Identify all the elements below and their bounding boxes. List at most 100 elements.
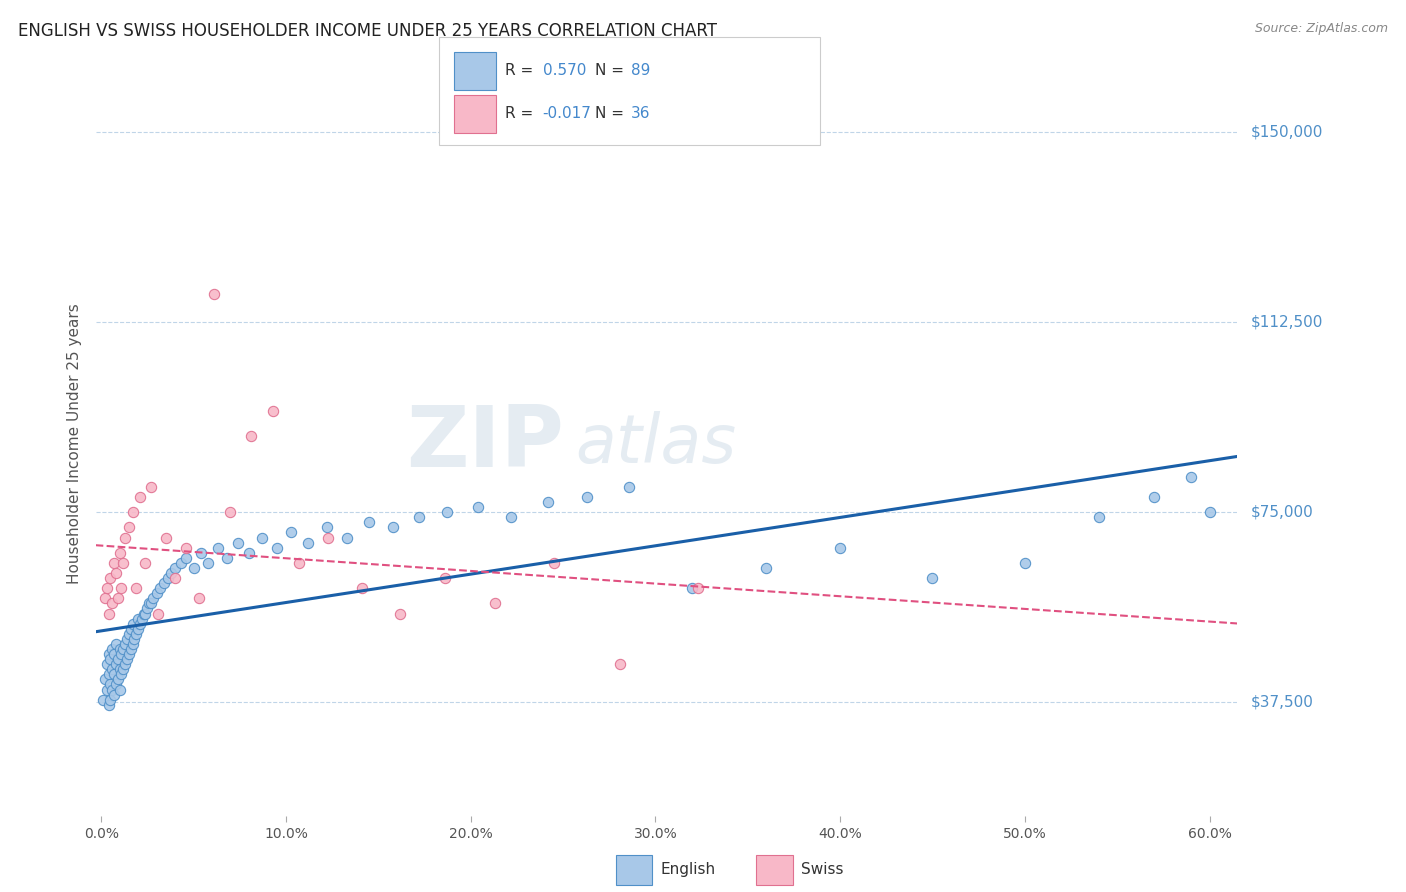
Point xyxy=(190,546,212,560)
Point xyxy=(921,571,943,585)
Text: $112,500: $112,500 xyxy=(1251,315,1323,330)
Text: Swiss: Swiss xyxy=(801,863,844,877)
Point xyxy=(120,642,142,657)
Point xyxy=(1014,556,1036,570)
Point xyxy=(120,622,142,636)
Point xyxy=(104,566,127,580)
Point xyxy=(103,667,125,681)
Text: N =: N = xyxy=(595,106,628,121)
Point xyxy=(174,550,197,565)
Text: 36: 36 xyxy=(631,106,651,121)
Point xyxy=(138,596,160,610)
Point xyxy=(104,677,127,691)
Text: R =: R = xyxy=(505,63,538,78)
Point xyxy=(129,490,152,504)
Point xyxy=(1198,505,1220,519)
Point xyxy=(830,541,852,555)
Point xyxy=(134,556,156,570)
Point xyxy=(121,505,143,519)
Point xyxy=(280,525,302,540)
Point xyxy=(107,591,129,606)
Point xyxy=(250,531,273,545)
Point xyxy=(125,581,148,595)
Point xyxy=(112,556,135,570)
Point xyxy=(215,550,238,565)
Point xyxy=(121,616,143,631)
Point xyxy=(114,531,136,545)
Point xyxy=(94,591,117,606)
Point xyxy=(315,520,337,534)
Point xyxy=(153,576,176,591)
Point xyxy=(619,480,641,494)
Text: English: English xyxy=(661,863,716,877)
Point xyxy=(114,637,136,651)
Point xyxy=(336,531,359,545)
Point xyxy=(118,647,141,661)
Text: $37,500: $37,500 xyxy=(1251,695,1315,710)
Point xyxy=(134,607,156,621)
Point xyxy=(103,647,125,661)
Point xyxy=(163,561,186,575)
Point xyxy=(114,657,136,672)
Text: N =: N = xyxy=(595,63,628,78)
Point xyxy=(174,541,197,555)
Point xyxy=(91,692,114,706)
Point xyxy=(139,596,162,610)
Text: ZIP: ZIP xyxy=(406,402,564,485)
Point xyxy=(350,581,373,595)
Point xyxy=(96,581,118,595)
Point xyxy=(163,571,186,585)
Point xyxy=(121,637,143,651)
Point xyxy=(197,556,219,570)
Point xyxy=(131,611,153,625)
Point xyxy=(318,531,340,545)
Point xyxy=(103,688,125,702)
Point xyxy=(100,571,122,585)
Point xyxy=(467,500,489,515)
Point xyxy=(139,480,162,494)
Point xyxy=(112,662,135,676)
Point xyxy=(110,647,132,661)
Point xyxy=(156,571,179,585)
Point xyxy=(104,657,127,672)
Point xyxy=(115,652,138,666)
Text: 0.570: 0.570 xyxy=(543,63,586,78)
Point xyxy=(188,591,211,606)
Text: ENGLISH VS SWISS HOUSEHOLDER INCOME UNDER 25 YEARS CORRELATION CHART: ENGLISH VS SWISS HOUSEHOLDER INCOME UNDE… xyxy=(18,22,717,40)
Point xyxy=(103,556,125,570)
Point xyxy=(108,662,131,676)
Point xyxy=(576,490,599,504)
Point xyxy=(100,677,122,691)
Point xyxy=(1087,510,1109,524)
Point xyxy=(408,510,430,524)
Point xyxy=(755,561,778,575)
Point xyxy=(108,546,131,560)
Point xyxy=(115,632,138,646)
Point xyxy=(501,510,523,524)
Point xyxy=(108,642,131,657)
Point xyxy=(142,591,165,606)
Point xyxy=(382,520,405,534)
Point xyxy=(145,586,167,600)
Point xyxy=(537,495,560,509)
Point xyxy=(207,541,229,555)
Point xyxy=(118,627,141,641)
Point xyxy=(107,673,129,687)
Point xyxy=(389,607,412,621)
Point xyxy=(100,652,122,666)
Point xyxy=(97,667,120,681)
Point xyxy=(132,607,155,621)
Point xyxy=(357,516,380,530)
Point xyxy=(101,662,124,676)
Point xyxy=(202,287,225,301)
Point xyxy=(183,561,205,575)
Point xyxy=(110,581,132,595)
Point xyxy=(484,596,506,610)
Point xyxy=(266,541,288,555)
Point xyxy=(125,627,148,641)
Point xyxy=(129,616,152,631)
Point xyxy=(112,642,135,657)
Point xyxy=(100,692,122,706)
Y-axis label: Householder Income Under 25 years: Householder Income Under 25 years xyxy=(67,303,83,584)
Point xyxy=(686,581,709,595)
